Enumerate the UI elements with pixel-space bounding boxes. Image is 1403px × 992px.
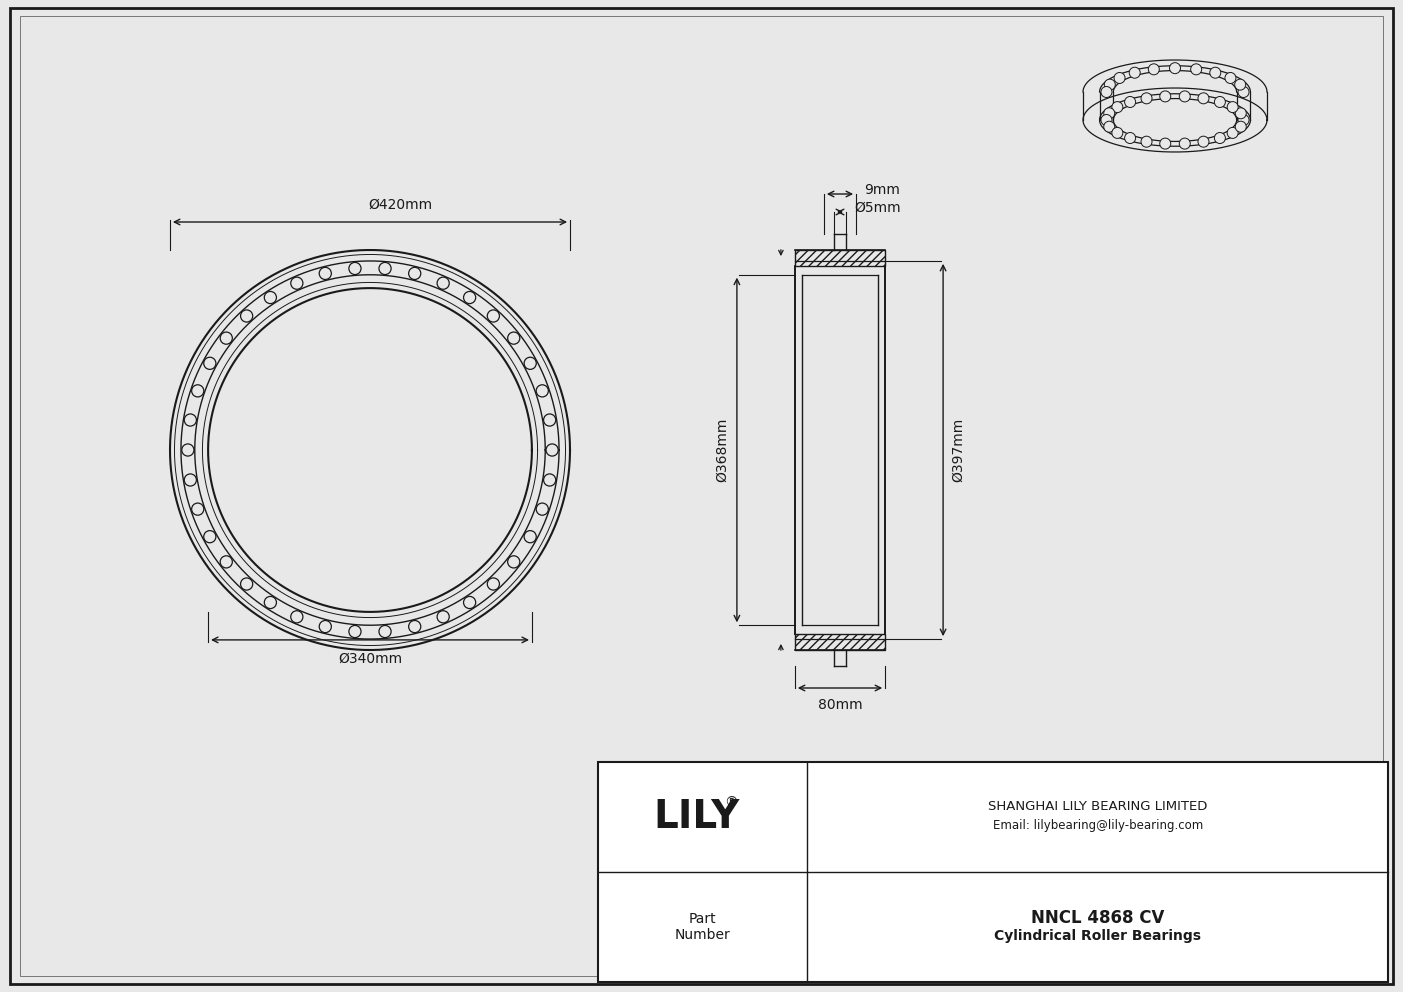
Text: Ø368mm: Ø368mm [716, 418, 730, 482]
Circle shape [1141, 93, 1152, 104]
Circle shape [379, 625, 391, 638]
Circle shape [1104, 108, 1115, 119]
Circle shape [1148, 63, 1159, 74]
Text: Part: Part [689, 912, 717, 926]
Circle shape [203, 531, 216, 543]
Circle shape [438, 611, 449, 623]
Circle shape [1180, 91, 1190, 102]
Circle shape [1170, 62, 1180, 73]
Circle shape [1191, 63, 1202, 74]
Circle shape [184, 474, 196, 486]
Circle shape [1111, 101, 1122, 113]
Circle shape [1129, 67, 1141, 78]
Circle shape [220, 556, 233, 568]
Text: 80mm: 80mm [818, 698, 863, 712]
Circle shape [1198, 93, 1209, 104]
Circle shape [525, 357, 536, 369]
Circle shape [1114, 72, 1125, 83]
Circle shape [408, 620, 421, 633]
Circle shape [290, 611, 303, 623]
Circle shape [1198, 136, 1209, 147]
Circle shape [487, 578, 499, 590]
Circle shape [536, 385, 549, 397]
Text: Ø5mm: Ø5mm [854, 201, 901, 215]
Circle shape [349, 263, 361, 275]
Circle shape [546, 444, 558, 456]
Circle shape [508, 332, 521, 344]
Circle shape [1235, 108, 1246, 119]
Circle shape [1237, 86, 1249, 97]
Text: LILY: LILY [654, 798, 739, 836]
Circle shape [1101, 114, 1113, 126]
Circle shape [379, 263, 391, 275]
Text: ®: ® [724, 796, 738, 810]
Circle shape [1125, 133, 1135, 144]
Circle shape [1228, 127, 1239, 139]
Circle shape [525, 531, 536, 543]
Circle shape [192, 503, 203, 515]
Circle shape [182, 444, 194, 456]
Circle shape [1111, 127, 1122, 139]
Circle shape [203, 357, 216, 369]
Circle shape [1215, 96, 1225, 107]
Text: Ø340mm: Ø340mm [338, 652, 403, 666]
Circle shape [290, 277, 303, 290]
Circle shape [1235, 79, 1246, 90]
Circle shape [536, 503, 549, 515]
Circle shape [1141, 136, 1152, 147]
Circle shape [1235, 121, 1246, 132]
Circle shape [264, 292, 276, 304]
Circle shape [508, 556, 521, 568]
Circle shape [408, 268, 421, 280]
Text: Number: Number [675, 928, 731, 942]
Circle shape [1160, 138, 1170, 149]
Circle shape [184, 414, 196, 427]
Circle shape [1237, 114, 1249, 126]
Bar [796, 250, 885, 266]
Circle shape [1104, 79, 1115, 90]
Circle shape [220, 332, 233, 344]
Bar [598, 762, 1388, 982]
Circle shape [1125, 96, 1135, 107]
Circle shape [192, 385, 203, 397]
Text: Cylindrical Roller Bearings: Cylindrical Roller Bearings [995, 929, 1201, 943]
Bar [796, 634, 885, 650]
Circle shape [463, 292, 476, 304]
Circle shape [1160, 91, 1170, 102]
Text: 9mm: 9mm [864, 183, 899, 197]
Circle shape [240, 310, 253, 322]
Text: Ø420mm: Ø420mm [368, 198, 432, 212]
Circle shape [1180, 138, 1190, 149]
Circle shape [487, 310, 499, 322]
Text: Ø397mm: Ø397mm [951, 418, 965, 482]
Circle shape [320, 268, 331, 280]
Circle shape [1215, 133, 1225, 144]
Circle shape [240, 578, 253, 590]
Circle shape [264, 596, 276, 608]
Circle shape [1104, 121, 1115, 132]
Circle shape [1101, 86, 1113, 97]
Text: NNCL 4868 CV: NNCL 4868 CV [1031, 909, 1164, 927]
Circle shape [543, 474, 556, 486]
Circle shape [1209, 67, 1221, 78]
Circle shape [349, 625, 361, 638]
Circle shape [1225, 72, 1236, 83]
Text: SHANGHAI LILY BEARING LIMITED: SHANGHAI LILY BEARING LIMITED [988, 801, 1208, 813]
Circle shape [543, 414, 556, 427]
Circle shape [438, 277, 449, 290]
Circle shape [1228, 101, 1239, 113]
Circle shape [320, 620, 331, 633]
Text: Email: lilybearing@lily-bearing.com: Email: lilybearing@lily-bearing.com [992, 819, 1202, 832]
Circle shape [463, 596, 476, 608]
